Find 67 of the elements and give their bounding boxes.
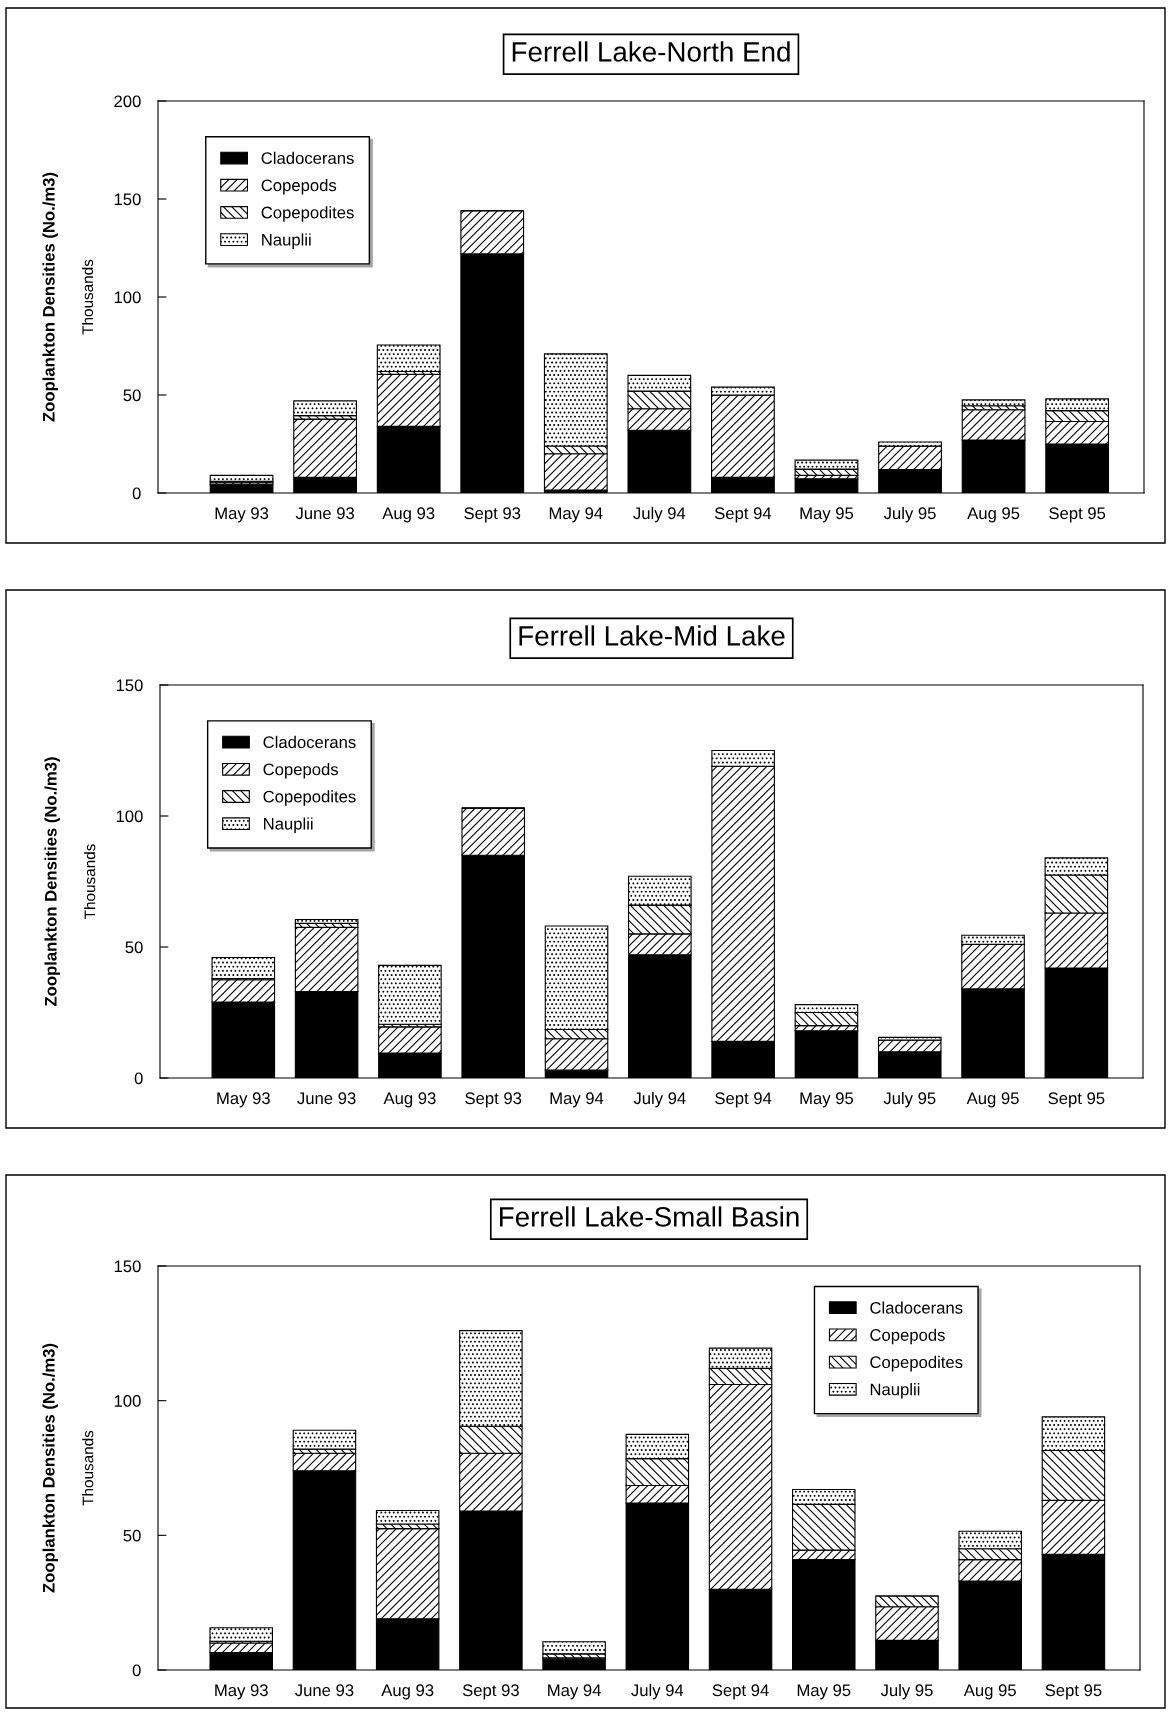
- x-tick-label: July 94: [633, 506, 686, 523]
- x-tick-label: Aug 95: [963, 1684, 1016, 1700]
- x-tick-label: June 93: [295, 1684, 354, 1697]
- x-tick-label: Sept 93: [464, 507, 521, 523]
- x-tick-label: June 93: [295, 507, 355, 520]
- y-tick-label: 150: [114, 1260, 141, 1273]
- y-axis-title: Zooplankton Densities (No./m3): [44, 757, 60, 1006]
- x-tick-label: Aug 95: [966, 1092, 1019, 1108]
- y-tick-label: 200: [114, 95, 141, 108]
- x-tick-label: Aug 93: [382, 507, 435, 523]
- x-tick-label: Sept 95: [1048, 1092, 1105, 1108]
- x-tick-label: Sept 93: [462, 1684, 519, 1700]
- y-tick-label: 0: [132, 1664, 141, 1677]
- legend-label: Copepodites: [870, 1355, 963, 1372]
- x-tick-label: Sept 94: [712, 1684, 769, 1700]
- x-tick-label: Sept 95: [1045, 1684, 1102, 1700]
- x-tick-label: May 94: [549, 507, 603, 523]
- text: Thousands: [82, 1430, 94, 1506]
- x-tick-label: July 94: [633, 1091, 686, 1108]
- y-tick-label: 0: [134, 1072, 143, 1085]
- text: Thousands: [81, 259, 94, 335]
- x-tick-label: May 95: [800, 1092, 854, 1108]
- x-tick-label: Aug 95: [967, 507, 1020, 523]
- y-tick-label: 100: [116, 810, 143, 823]
- x-tick-label: July 94: [631, 1683, 684, 1700]
- y-axis-title: Zooplankton Densities (No./m3): [42, 1343, 58, 1593]
- legend-label: Copepods: [261, 178, 337, 195]
- y-tick-label: 50: [125, 941, 143, 954]
- x-tick-label: Sept 95: [1049, 507, 1106, 523]
- y-tick-label: 0: [132, 487, 141, 500]
- x-tick-label: June 93: [297, 1092, 356, 1105]
- x-tick-label: July 95: [883, 506, 936, 523]
- x-tick-label: May 95: [800, 507, 854, 523]
- x-tick-label: May 93: [217, 1092, 270, 1108]
- legend-label: Cladocerans: [261, 151, 354, 165]
- x-tick-label: Sept 93: [465, 1092, 522, 1108]
- x-tick-label: May 93: [215, 1684, 268, 1700]
- legend-label: Nauplii: [264, 817, 313, 833]
- chart-title: Ferrell Lake-Small Basin: [500, 1206, 799, 1227]
- x-tick-label: May 94: [548, 1684, 601, 1700]
- legend-label: Cladocerans: [870, 1301, 963, 1314]
- chart-title: Ferrell Lake-North End: [512, 41, 790, 62]
- legend-label: Copepodites: [263, 790, 356, 806]
- legend-label: Nauplii: [262, 233, 311, 249]
- y-tick-label: 50: [123, 389, 141, 402]
- x-tick-label: May 94: [550, 1092, 604, 1108]
- chart-title: Ferrell Lake-Mid Lake: [519, 625, 785, 646]
- x-tick-label: Sept 94: [714, 507, 772, 523]
- x-tick-label: Sept 94: [715, 1092, 772, 1108]
- y-tick-label: 100: [114, 291, 141, 304]
- x-tick-label: May 95: [797, 1684, 851, 1700]
- x-tick-label: July 95: [883, 1091, 936, 1108]
- y-tick-label: 50: [123, 1529, 141, 1542]
- x-tick-label: Aug 93: [383, 1092, 436, 1108]
- y-tick-label: 150: [116, 679, 143, 692]
- y-tick-label: 100: [114, 1395, 141, 1407]
- x-tick-label: July 95: [880, 1683, 933, 1700]
- legend-label: Copepodites: [261, 206, 354, 222]
- y-axis-title: Zooplankton Densities (No./m3): [42, 172, 58, 422]
- text: Thousands: [84, 844, 96, 919]
- y-tick-label: 150: [114, 193, 141, 206]
- legend-label: Cladocerans: [263, 735, 356, 749]
- x-tick-label: Aug 93: [381, 1684, 434, 1700]
- legend-label: Nauplii: [870, 1383, 920, 1399]
- legend-label: Copepods: [870, 1328, 945, 1345]
- legend-label: Copepods: [263, 763, 339, 779]
- x-tick-label: May 93: [215, 507, 269, 523]
